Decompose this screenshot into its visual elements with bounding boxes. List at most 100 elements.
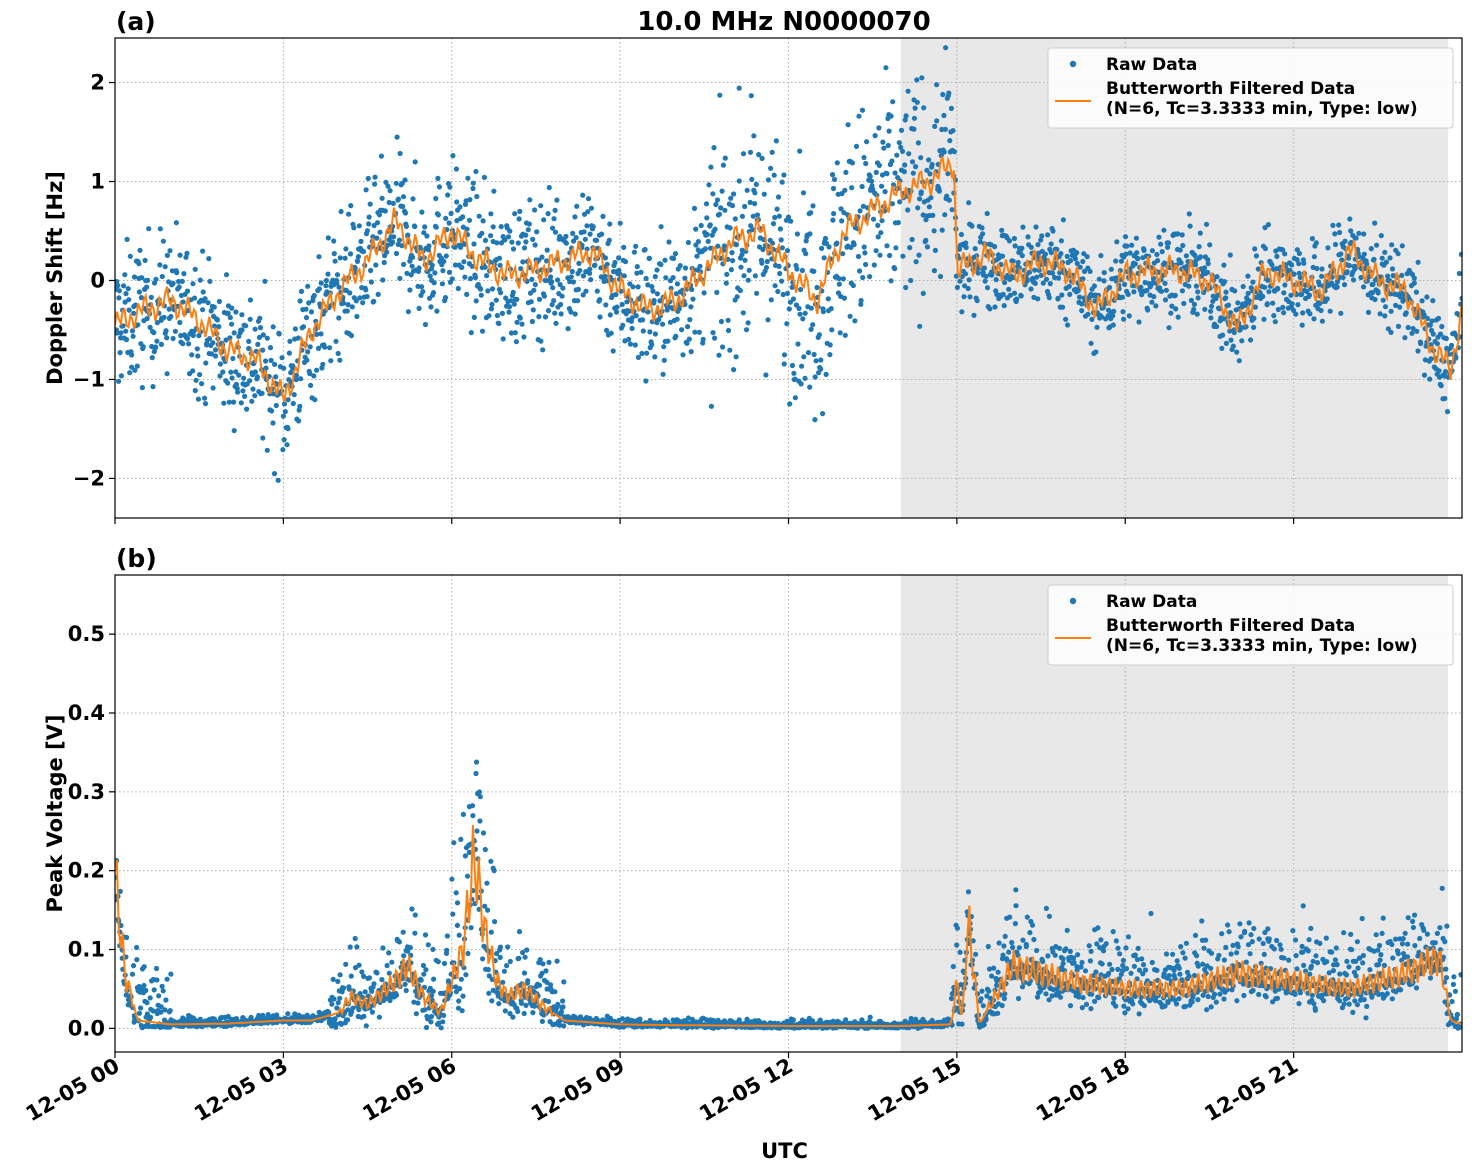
raw-data-point bbox=[790, 296, 797, 302]
raw-data-point bbox=[1265, 277, 1271, 283]
raw-data-point bbox=[1058, 238, 1064, 244]
raw-data-point bbox=[497, 262, 503, 268]
raw-data-point bbox=[449, 276, 455, 282]
raw-data-point bbox=[402, 177, 408, 183]
raw-data-point bbox=[665, 338, 671, 344]
raw-data-point bbox=[734, 294, 740, 300]
raw-data-point bbox=[684, 340, 690, 346]
raw-data-point bbox=[821, 255, 827, 261]
raw-data-point bbox=[1338, 310, 1344, 316]
raw-data-point bbox=[531, 1003, 538, 1009]
raw-data-point bbox=[1127, 250, 1133, 256]
raw-data-point bbox=[785, 214, 792, 220]
raw-data-point bbox=[263, 358, 269, 364]
raw-data-point bbox=[368, 279, 374, 285]
raw-data-point bbox=[1316, 282, 1322, 288]
raw-data-point bbox=[444, 947, 450, 954]
raw-data-point bbox=[1131, 289, 1137, 295]
raw-data-point bbox=[360, 300, 366, 306]
raw-data-point bbox=[372, 174, 378, 180]
raw-data-point bbox=[129, 328, 136, 334]
raw-data-point bbox=[965, 285, 971, 292]
raw-data-point bbox=[931, 228, 937, 234]
raw-data-point bbox=[633, 313, 639, 319]
raw-data-point bbox=[404, 270, 410, 276]
raw-data-point bbox=[117, 350, 123, 356]
raw-data-point bbox=[281, 365, 287, 371]
raw-data-point bbox=[803, 238, 809, 244]
raw-data-point bbox=[992, 244, 998, 250]
raw-data-point bbox=[1162, 280, 1168, 286]
raw-data-point bbox=[318, 280, 324, 286]
raw-data-point bbox=[826, 244, 832, 250]
raw-data-point bbox=[1311, 1001, 1317, 1007]
raw-data-point bbox=[314, 367, 320, 373]
raw-data-point bbox=[958, 231, 965, 238]
raw-data-point bbox=[808, 210, 814, 216]
raw-data-point bbox=[849, 160, 856, 166]
raw-data-point bbox=[560, 285, 566, 291]
raw-data-point bbox=[644, 350, 650, 356]
raw-data-point bbox=[572, 214, 578, 220]
raw-data-point bbox=[180, 341, 186, 347]
raw-data-point bbox=[1045, 953, 1051, 959]
raw-data-point bbox=[368, 267, 374, 274]
raw-data-point bbox=[693, 226, 699, 232]
raw-data-point bbox=[1224, 987, 1230, 993]
raw-data-point bbox=[306, 300, 312, 306]
raw-data-point bbox=[177, 252, 183, 258]
raw-data-point bbox=[144, 316, 150, 322]
raw-data-point bbox=[1202, 306, 1208, 312]
raw-data-point bbox=[1115, 945, 1121, 951]
raw-data-point bbox=[521, 334, 527, 340]
raw-data-point bbox=[134, 363, 140, 369]
raw-data-point bbox=[1043, 276, 1050, 282]
raw-data-point bbox=[1208, 965, 1214, 971]
raw-data-point bbox=[1136, 1011, 1142, 1017]
raw-data-point bbox=[1117, 951, 1123, 957]
raw-data-point bbox=[412, 223, 418, 230]
raw-data-point bbox=[230, 355, 236, 362]
raw-data-point bbox=[167, 1008, 173, 1014]
raw-data-point bbox=[1203, 937, 1209, 943]
raw-data-point bbox=[923, 237, 929, 243]
raw-data-point bbox=[1217, 991, 1223, 997]
raw-data-point bbox=[120, 323, 126, 329]
raw-data-point bbox=[858, 297, 864, 304]
raw-data-point bbox=[1242, 928, 1248, 934]
raw-data-point bbox=[335, 350, 341, 357]
raw-data-point bbox=[992, 304, 998, 310]
raw-data-point bbox=[557, 1022, 563, 1028]
raw-data-point bbox=[1166, 973, 1172, 979]
raw-data-point bbox=[1370, 281, 1376, 287]
raw-data-point bbox=[393, 250, 400, 257]
raw-data-point bbox=[496, 255, 503, 261]
raw-data-point bbox=[875, 222, 881, 228]
raw-data-point bbox=[1120, 957, 1126, 964]
raw-data-point bbox=[488, 306, 494, 312]
raw-data-point bbox=[435, 959, 441, 965]
raw-data-point bbox=[1353, 235, 1359, 241]
raw-data-point bbox=[229, 305, 235, 311]
raw-data-point bbox=[651, 297, 657, 304]
raw-data-point bbox=[818, 357, 824, 363]
raw-data-point bbox=[512, 330, 518, 336]
raw-data-point bbox=[607, 221, 613, 227]
raw-data-point bbox=[1113, 938, 1119, 944]
raw-data-point bbox=[444, 933, 450, 939]
raw-data-point bbox=[885, 142, 891, 149]
raw-data-point bbox=[633, 243, 639, 249]
raw-data-point bbox=[129, 352, 135, 358]
raw-data-point bbox=[486, 990, 492, 996]
raw-data-point bbox=[931, 268, 938, 274]
raw-data-point bbox=[674, 281, 681, 287]
raw-data-point bbox=[440, 1019, 446, 1025]
raw-data-point bbox=[736, 178, 742, 184]
raw-data-point bbox=[909, 236, 915, 243]
raw-data-point bbox=[203, 360, 209, 366]
raw-data-point bbox=[834, 240, 840, 246]
raw-data-point bbox=[1101, 270, 1107, 276]
raw-data-point bbox=[1223, 340, 1229, 346]
raw-data-point bbox=[918, 189, 924, 195]
raw-data-point bbox=[1388, 308, 1394, 314]
